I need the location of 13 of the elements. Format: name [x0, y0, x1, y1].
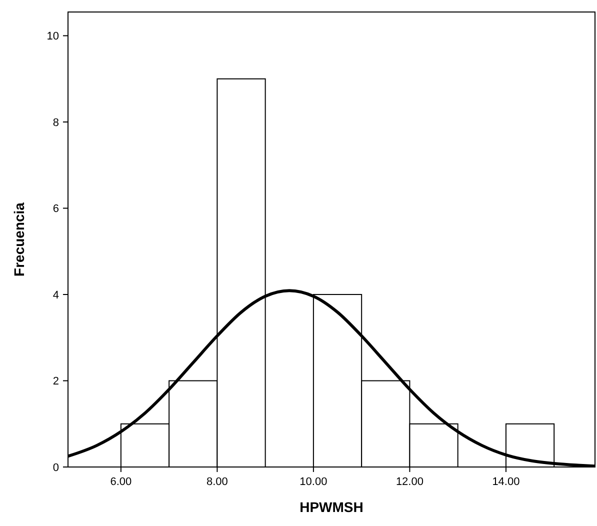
y-tick-label: 6	[52, 203, 59, 216]
y-tick-label: 4	[52, 289, 59, 302]
x-tick-label: 12.00	[396, 476, 424, 488]
x-tick-label: 10.00	[300, 476, 328, 488]
y-axis-title: Frecuencia	[11, 202, 27, 276]
x-tick-label: 14.00	[492, 476, 520, 488]
x-axis-title: HPWMSH	[300, 499, 364, 515]
y-tick-label: 10	[46, 30, 59, 43]
y-tick-label: 2	[52, 376, 59, 388]
y-tick-label: 8	[52, 116, 59, 129]
x-tick-label: 8.00	[206, 476, 228, 488]
y-tick-label: 0	[52, 462, 59, 474]
x-tick-label: 6.00	[110, 476, 132, 488]
